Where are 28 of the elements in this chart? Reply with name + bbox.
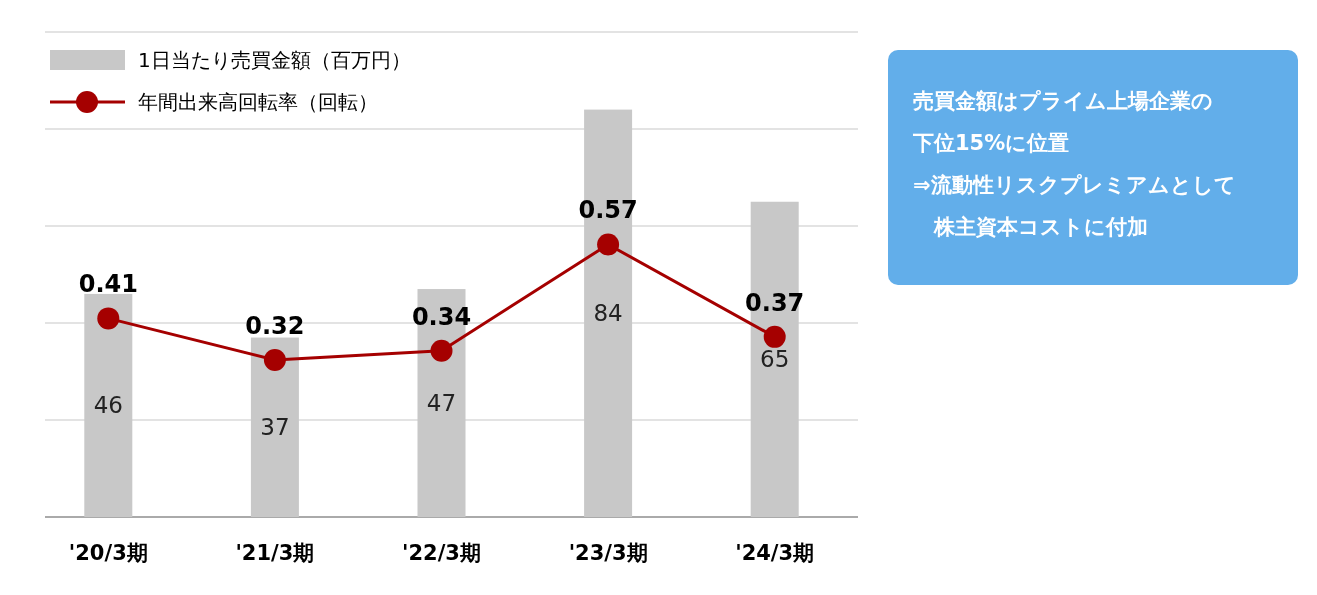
point [97,307,120,330]
text: 株主資本コストに付加 [913,215,1148,239]
bar [250,337,299,517]
data-label: 37 [260,414,290,441]
legend-label: 年間出来高回転率（回転） [138,90,378,114]
point [763,325,786,348]
point [263,348,286,371]
point [597,233,620,256]
data-label: 0.57 [578,196,638,225]
x-tick-label: '20/3期 [68,541,148,565]
x-tick-label: '22/3期 [402,541,481,565]
data-label: 0.37 [745,288,805,317]
bar [84,293,133,517]
text: ⇒流動性リスクプレミアムとして [913,173,1236,197]
x-tick-label: '24/3期 [735,541,815,565]
data-label: 0.41 [78,270,138,299]
data-label: 84 [593,300,623,327]
point [430,339,453,362]
data-label: 0.32 [245,311,305,340]
x-tick-label: '21/3期 [235,541,315,565]
data-label: 47 [426,390,457,417]
legend-label: 1日当たり売買金額（百万円） [138,48,411,72]
text: 下位15%に位置 [912,131,1070,155]
data-label: 46 [93,392,123,419]
data-label: 65 [760,346,790,373]
text: 売買金額はプライム上場企業の [913,89,1213,113]
data-label: 0.34 [411,302,472,331]
x-tick-label: '23/3期 [568,541,648,565]
